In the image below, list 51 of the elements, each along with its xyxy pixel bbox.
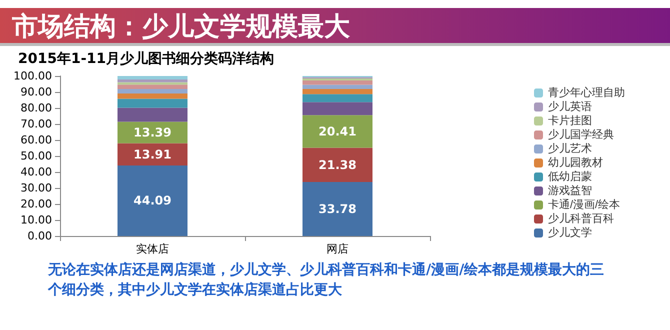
- x-tick-label: 网店: [326, 242, 348, 256]
- bar: [118, 143, 188, 166]
- y-tick-label: 40.00: [20, 166, 52, 178]
- data-label: 20.41: [318, 124, 356, 138]
- legend-label: 少儿国学经典: [548, 128, 614, 141]
- legend-label: 少儿文学: [548, 226, 592, 239]
- y-tick-label: 0.00: [28, 230, 52, 242]
- bar: [118, 76, 188, 80]
- bar: [302, 80, 372, 85]
- bar: [118, 98, 188, 108]
- y-tick-label: 10.00: [20, 214, 52, 226]
- bar: [302, 84, 372, 90]
- bar: [302, 182, 372, 236]
- bar: [302, 89, 372, 94]
- bar: [302, 102, 372, 116]
- y-tick-label: 90.00: [20, 86, 52, 98]
- legend-label: 少儿英语: [548, 100, 592, 113]
- bar: [302, 78, 372, 81]
- text: 无论在实体店还是网店渠道，少儿文学、少儿科普百科和卡通/漫画/绘本都是规模最大的三个细分类，其中少儿文学在实体店渠道占比更大: [48, 260, 606, 300]
- bar: [302, 148, 372, 182]
- legend-label: 卡通/漫画/绘本: [548, 198, 620, 211]
- bar: [118, 88, 188, 94]
- x-tick-label: 实体店: [136, 242, 169, 256]
- chart-title: 市场结构：少儿文学规模最大: [0, 8, 670, 46]
- bar: [118, 108, 188, 122]
- legend-label: 幼儿园教材: [548, 156, 603, 169]
- legend-label: 少儿科普百科: [548, 212, 614, 225]
- bar: [302, 94, 372, 102]
- y-tick-label: 80.00: [20, 102, 52, 114]
- y-tick-label: 20.00: [20, 198, 52, 210]
- data-label: 21.38: [318, 158, 356, 172]
- legend-label: 卡片挂图: [548, 114, 592, 127]
- legend-label: 游戏益智: [548, 184, 592, 197]
- bar: [118, 80, 188, 82]
- data-label: 33.78: [318, 202, 356, 216]
- legend-label: 青少年心理自助: [548, 86, 625, 99]
- bar: [118, 93, 188, 99]
- y-tick-label: 60.00: [20, 134, 52, 146]
- bar: [118, 165, 188, 236]
- y-tick-label: 30.00: [20, 182, 52, 194]
- bar: [302, 115, 372, 148]
- chart-subtitle: 2015年1-11月少儿图书细分类码洋结构: [18, 50, 274, 68]
- data-label: 44.09: [134, 194, 172, 208]
- bar: [118, 84, 188, 89]
- legend-label: 低幼启蒙: [548, 170, 592, 183]
- data-label: 13.39: [134, 125, 172, 140]
- y-tick-label: 50.00: [20, 150, 52, 162]
- legend-label: 少儿艺术: [548, 142, 592, 155]
- y-tick-label: 70.00: [20, 118, 52, 130]
- y-tick-label: 100.00: [14, 70, 52, 82]
- data-label: 13.91: [134, 147, 172, 162]
